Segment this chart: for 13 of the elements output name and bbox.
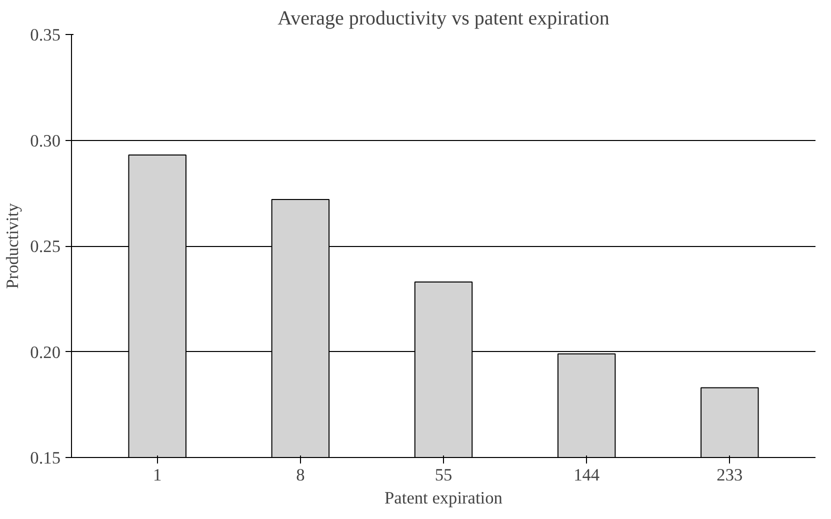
x-tick-label: 55 — [434, 466, 452, 484]
x-tick-label: 8 — [296, 466, 305, 484]
y-tick-label: 0.20 — [30, 342, 61, 362]
x-axis-title: Patent expiration — [384, 488, 503, 508]
y-axis-title: Productivity — [3, 202, 22, 289]
y-tick-label: 0.35 — [30, 26, 61, 44]
x-tick-label: 233 — [716, 466, 743, 484]
x-tick-label: 144 — [574, 466, 600, 484]
y-tick-label: 0.30 — [30, 131, 61, 150]
x-tick-label: 1 — [153, 466, 162, 484]
y-tick-label: 0.25 — [30, 237, 61, 256]
chart-title: Average productivity vs patent expiration — [278, 8, 610, 30]
y-tick-label: 0.15 — [30, 448, 61, 468]
